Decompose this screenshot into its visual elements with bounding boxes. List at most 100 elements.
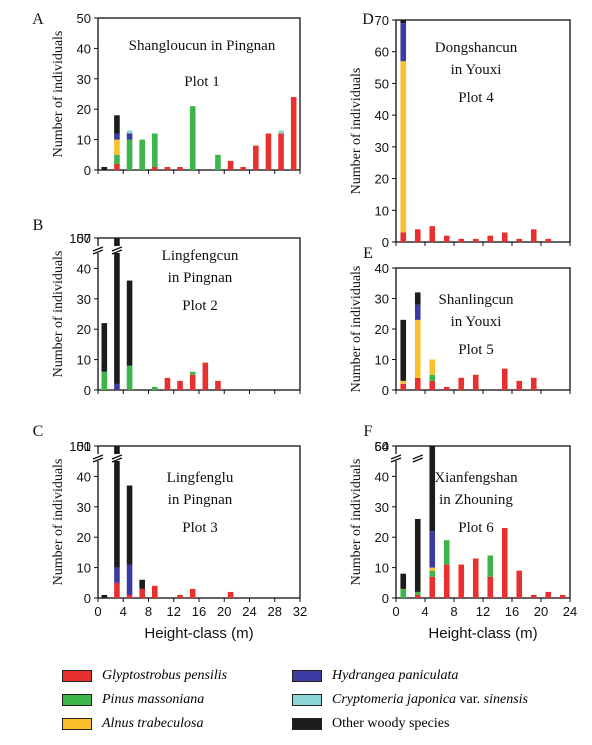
panel-d-bar-segment bbox=[516, 238, 523, 242]
panel-a-label: A bbox=[32, 11, 44, 28]
panel-e-ytick-label: 0 bbox=[382, 383, 389, 398]
panel-b-ytick-label: 30 bbox=[77, 292, 91, 307]
legend-swatch bbox=[62, 718, 92, 730]
panel-d-bar-segment bbox=[458, 238, 465, 242]
panel-b-bar-segment bbox=[189, 371, 196, 375]
panel-f-break-value: 64 bbox=[375, 439, 389, 454]
panel-f-bar-segment bbox=[429, 567, 436, 571]
panel-d-title-line: Dongshancun bbox=[435, 40, 518, 56]
panel-c-title-line: in Pingnan bbox=[168, 492, 233, 508]
panel-b-bar-segment bbox=[101, 371, 108, 390]
panel-c-title-line: Lingfenglu bbox=[167, 470, 234, 486]
panel-d-ylabel: Number of individuals bbox=[349, 68, 364, 195]
panel-e-bar-segment bbox=[443, 386, 450, 390]
panel-f-title-line: in Zhouning bbox=[439, 492, 513, 508]
panel-d-ytick-label: 30 bbox=[375, 140, 389, 155]
panel-c-xtick-label: 0 bbox=[94, 604, 101, 619]
panel-a-bar-segment bbox=[215, 154, 221, 170]
panel-a-bar-segment bbox=[265, 133, 272, 170]
panel-c-bar-segment bbox=[101, 594, 108, 598]
panel-b-ytick-label: 10 bbox=[77, 353, 91, 368]
panel-d-ytick-label: 10 bbox=[375, 203, 389, 218]
panel-c-bar-segment bbox=[126, 594, 133, 598]
panel-c-ylabel: Number of individuals bbox=[51, 459, 66, 586]
panel-c-ytick-label: 30 bbox=[77, 500, 91, 515]
panel-f-bar-segment bbox=[530, 594, 537, 598]
panel-a-bar-segment bbox=[240, 166, 246, 170]
panel-e-ytick-label: 10 bbox=[375, 353, 389, 368]
panel-b-title-line: Plot 2 bbox=[182, 298, 217, 314]
panel-a-bar-segment bbox=[152, 166, 158, 170]
panel-d-ytick-label: 70 bbox=[375, 13, 389, 28]
panel-a-bar-segment bbox=[101, 166, 108, 170]
panel-f-bar-segment bbox=[487, 555, 494, 577]
panel-a-bar-segment bbox=[253, 145, 259, 170]
panel-a-ytick-label: 0 bbox=[84, 163, 91, 178]
panel-e-bar-segment bbox=[458, 377, 465, 390]
panel-a-bar-segment bbox=[114, 133, 120, 140]
panel-b-break-mark bbox=[111, 249, 123, 255]
panel-c-bar-segment bbox=[227, 591, 234, 598]
panel-e-bar-segment bbox=[414, 377, 421, 390]
panel-a-bar-segment bbox=[227, 160, 234, 170]
panel-c-bar-segment bbox=[139, 588, 145, 598]
legend-label: Pinus massoniana bbox=[102, 692, 205, 707]
panel-d-ytick-label: 60 bbox=[375, 45, 389, 60]
panel-c-ytick-label: 20 bbox=[77, 530, 91, 545]
panel-e-bar-segment bbox=[429, 380, 436, 390]
panel-e-bar-segment bbox=[501, 368, 508, 390]
panel-f-bar-segment bbox=[443, 564, 450, 598]
panel-c-bar-segment bbox=[114, 567, 120, 583]
panel-d-ytick-label: 50 bbox=[375, 76, 389, 91]
panel-b-bar-segment bbox=[215, 380, 221, 390]
panel-f-bar-segment bbox=[429, 446, 436, 532]
panel-c-xtick-label: 8 bbox=[145, 604, 152, 619]
panel-b-title-line: in Pingnan bbox=[168, 270, 233, 286]
panel-d-bar-segment bbox=[472, 238, 479, 242]
panel-f-bar-segment bbox=[429, 531, 436, 568]
panel-e-label: E bbox=[363, 245, 373, 262]
panel-a-ytick-label: 40 bbox=[77, 41, 91, 56]
panel-c-bar-segment bbox=[189, 588, 196, 598]
panel-f-xtick-label: 12 bbox=[476, 604, 490, 619]
panel-f-bar-segment bbox=[429, 570, 436, 577]
panel-c-xtick-label: 20 bbox=[217, 604, 231, 619]
panel-b-break-mark bbox=[92, 249, 104, 255]
panel-b-title-line: Lingfengcun bbox=[162, 248, 239, 264]
panel-f-xtick-label: 0 bbox=[392, 604, 399, 619]
panel-a-bar-segment bbox=[126, 133, 133, 140]
panel-a-bar-segment bbox=[114, 139, 120, 155]
panel-e-title-line: Plot 5 bbox=[458, 342, 493, 358]
panel-e-title-line: Shanlingcun bbox=[439, 292, 514, 308]
panel-d-bar-segment bbox=[400, 232, 407, 242]
panel-c-xtick-label: 12 bbox=[167, 604, 181, 619]
panel-f-ylabel: Number of individuals bbox=[349, 459, 364, 586]
panel-e-bar-segment bbox=[414, 319, 421, 378]
legend-swatch bbox=[62, 694, 92, 706]
panel-c-break-value: 101 bbox=[69, 439, 91, 454]
legend-label: Glyptostrobus pensilis bbox=[102, 668, 228, 683]
panel-a-bar-segment bbox=[126, 139, 133, 170]
panel-a-ytick-label: 20 bbox=[77, 102, 91, 117]
panel-d-bar-segment bbox=[501, 232, 508, 242]
panel-d-ytick-label: 20 bbox=[375, 172, 389, 187]
panel-f-xlabel: Height-class (m) bbox=[428, 625, 537, 642]
panel-f-bar-segment bbox=[487, 576, 494, 598]
panel-e-bar-segment bbox=[414, 304, 421, 320]
panel-c-break-mark bbox=[92, 454, 104, 460]
panel-c-break-mark bbox=[111, 454, 123, 460]
panel-d-bar-segment bbox=[429, 226, 436, 242]
panel-f-ytick-label: 0 bbox=[382, 591, 389, 606]
panel-f-title-line: Xianfengshan bbox=[434, 470, 518, 486]
panel-f-ytick-label: 10 bbox=[375, 561, 389, 576]
panel-f-label: F bbox=[364, 423, 373, 440]
panel-d-bar-segment bbox=[443, 235, 450, 242]
panel-b-bar-segment bbox=[177, 380, 183, 390]
panel-d-bar-segment bbox=[400, 20, 407, 24]
panel-a-bar-segment bbox=[114, 115, 120, 134]
panel-e-bar-segment bbox=[400, 319, 407, 381]
panel-c-xtick-label: 16 bbox=[192, 604, 206, 619]
panel-b-bar-segment bbox=[114, 383, 120, 390]
panel-a-bar-segment bbox=[189, 106, 196, 170]
